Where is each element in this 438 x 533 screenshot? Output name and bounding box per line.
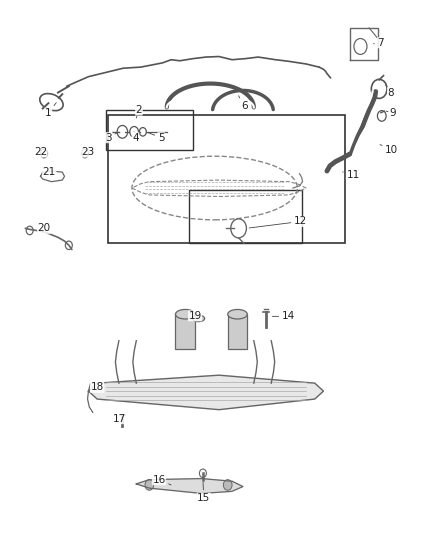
Ellipse shape xyxy=(176,310,195,319)
Text: 8: 8 xyxy=(385,85,394,98)
Text: 6: 6 xyxy=(239,96,247,111)
Text: 19: 19 xyxy=(188,311,201,321)
Text: 11: 11 xyxy=(343,171,360,180)
Text: 17: 17 xyxy=(113,414,127,424)
Text: 21: 21 xyxy=(42,167,56,177)
Text: 7: 7 xyxy=(374,38,384,48)
Text: 10: 10 xyxy=(380,144,398,155)
Text: 22: 22 xyxy=(34,147,47,157)
Bar xyxy=(228,314,247,349)
Text: 18: 18 xyxy=(91,382,104,392)
Bar xyxy=(108,115,345,243)
Text: 14: 14 xyxy=(272,311,295,321)
Bar xyxy=(176,314,195,349)
Text: 2: 2 xyxy=(136,105,142,118)
Text: 20: 20 xyxy=(38,223,51,233)
Ellipse shape xyxy=(228,310,247,319)
Polygon shape xyxy=(136,479,243,494)
Circle shape xyxy=(145,480,154,490)
Text: 15: 15 xyxy=(197,482,210,503)
Polygon shape xyxy=(88,375,323,410)
Text: 23: 23 xyxy=(81,147,94,157)
Text: 12: 12 xyxy=(249,216,307,228)
Bar xyxy=(188,190,302,243)
Text: 4: 4 xyxy=(132,132,139,143)
Text: 3: 3 xyxy=(106,133,117,143)
Bar xyxy=(106,110,193,150)
Ellipse shape xyxy=(192,316,205,321)
Text: 1: 1 xyxy=(45,103,56,118)
Circle shape xyxy=(223,480,232,490)
Text: 5: 5 xyxy=(148,133,164,143)
Text: 9: 9 xyxy=(386,108,396,118)
Text: 16: 16 xyxy=(152,475,171,485)
